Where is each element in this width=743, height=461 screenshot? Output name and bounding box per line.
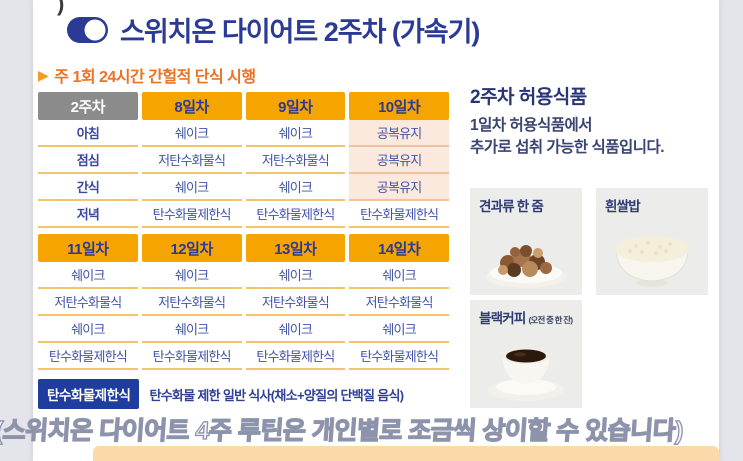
food-name-rice: 흰쌀밥 xyxy=(605,199,641,214)
column-header-week: 2주차 xyxy=(38,92,138,120)
meal-cell: 쉐이크 xyxy=(349,262,449,289)
column-header-day10: 10일차 xyxy=(349,92,449,120)
page-title: 스위치온 다이어트 2주차 (가속기) xyxy=(120,17,480,47)
meal-cell: 쉐이크 xyxy=(141,262,242,289)
meal-cell: 쉐이크 xyxy=(141,120,242,147)
meal-cell: 탄수화물제한식 xyxy=(38,343,138,370)
meal-cell: 탄수화물제한식 xyxy=(245,343,346,370)
allowed-foods-description: 1일차 허용식품에서 추가로 섭취 가능한 식품입니다. xyxy=(470,115,665,158)
food-card-nuts: 견과류 한 줌 xyxy=(470,188,582,295)
meal-cell-fasting: 공복유지 xyxy=(349,174,449,201)
meal-cell: 저탄수화물식 xyxy=(141,147,242,174)
food-name-nuts: 견과류 한 줌 xyxy=(479,199,544,214)
row-label-breakfast: 아침 xyxy=(38,120,138,147)
meal-cell: 쉐이크 xyxy=(245,316,346,343)
column-header-day13: 13일차 xyxy=(245,234,346,262)
coffee-cup-image xyxy=(488,348,564,401)
allowed-foods-desc-line2: 추가로 섭취 가능한 식품입니다. xyxy=(470,138,665,156)
column-header-day11: 11일차 xyxy=(38,234,138,262)
fasting-notice-text: 주 1회 24시간 간헐적 단식 시행 xyxy=(54,69,256,86)
meal-cell-fasting: 공복유지 xyxy=(349,147,449,174)
meal-cell: 쉐이크 xyxy=(38,262,138,289)
allowed-foods-desc-line1: 1일차 허용식품에서 xyxy=(470,117,593,134)
allowed-foods-title: 2주차 허용식품 xyxy=(470,87,587,108)
food-note-coffee: (오전 중 한 잔) xyxy=(528,315,573,325)
meal-cell: 쉐이크 xyxy=(349,316,449,343)
meal-cell: 저탄수화물식 xyxy=(38,289,138,316)
legend-description: 탄수화물 제한 일반 식사(채소+양질의 단백질 음식) xyxy=(149,387,404,403)
meal-cell: 저탄수화물식 xyxy=(245,289,346,316)
meal-cell: 쉐이크 xyxy=(245,174,346,201)
meal-cell: 저탄수화물식 xyxy=(245,147,346,174)
toggle-on-icon xyxy=(67,16,108,43)
bottom-banner-strip xyxy=(93,446,719,461)
schedule-table-week1-second-half: 11일차 12일차 13일차 14일차 쉐이크 쉐이크 쉐이크 쉐이크 저탄수화… xyxy=(38,234,449,370)
meal-cell: 쉐이크 xyxy=(245,262,346,289)
meal-cell: 저탄수화물식 xyxy=(141,289,242,316)
meal-cell: 탄수화물제한식 xyxy=(349,343,449,370)
meal-cell: 탄수화물제한식 xyxy=(141,343,242,370)
food-name-coffee: 블랙커피 (오전 중 한 잔) xyxy=(479,311,573,326)
meal-cell: 쉐이크 xyxy=(141,316,242,343)
column-header-day9: 9일차 xyxy=(245,92,346,120)
row-label-dinner: 저녁 xyxy=(38,201,138,228)
food-card-rice: 흰쌀밥 xyxy=(596,188,708,295)
rice-bowl-image xyxy=(615,236,689,287)
schedule-table-week1-first-half: 2주차 8일차 9일차 10일차 아침 쉐이크 쉐이크 공복유지 점심 저탄수화… xyxy=(38,92,449,228)
cropped-text-fragment: ) xyxy=(57,0,65,16)
watermark-disclaimer: (스위치온 다이어트 4주 루틴은 개인별로 조금씩 상이할 수 있습니다) xyxy=(0,416,685,445)
legend: 탄수화물제한식 탄수화물 제한 일반 식사(채소+양질의 단백질 음식) xyxy=(38,379,404,409)
row-label-snack: 간식 xyxy=(38,174,138,201)
meal-cell: 쉐이크 xyxy=(141,174,242,201)
column-header-day8: 8일차 xyxy=(141,92,242,120)
meal-cell: 탄수화물제한식 xyxy=(245,201,346,228)
meal-cell: 탄수화물제한식 xyxy=(349,201,449,228)
meal-cell: 탄수화물제한식 xyxy=(141,201,242,228)
meal-cell: 쉐이크 xyxy=(245,120,346,147)
legend-badge-carb-restricted: 탄수화물제한식 xyxy=(38,379,140,409)
meal-cell-fasting: 공복유지 xyxy=(349,120,449,147)
page-header: 스위치온 다이어트 2주차 (가속기) xyxy=(66,10,480,49)
column-header-day12: 12일차 xyxy=(141,234,242,262)
meal-cell: 쉐이크 xyxy=(38,316,138,343)
food-card-coffee: 블랙커피 (오전 중 한 잔) xyxy=(470,300,582,408)
row-label-lunch: 점심 xyxy=(38,147,138,174)
arrow-icon: ▶ xyxy=(38,66,49,83)
nuts-bowl-image xyxy=(486,245,566,288)
fasting-notice: ▶ 주 1회 24시간 간헐적 단식 시행 xyxy=(38,63,256,87)
column-header-day14: 14일차 xyxy=(349,234,449,262)
meal-cell: 저탄수화물식 xyxy=(349,289,449,316)
